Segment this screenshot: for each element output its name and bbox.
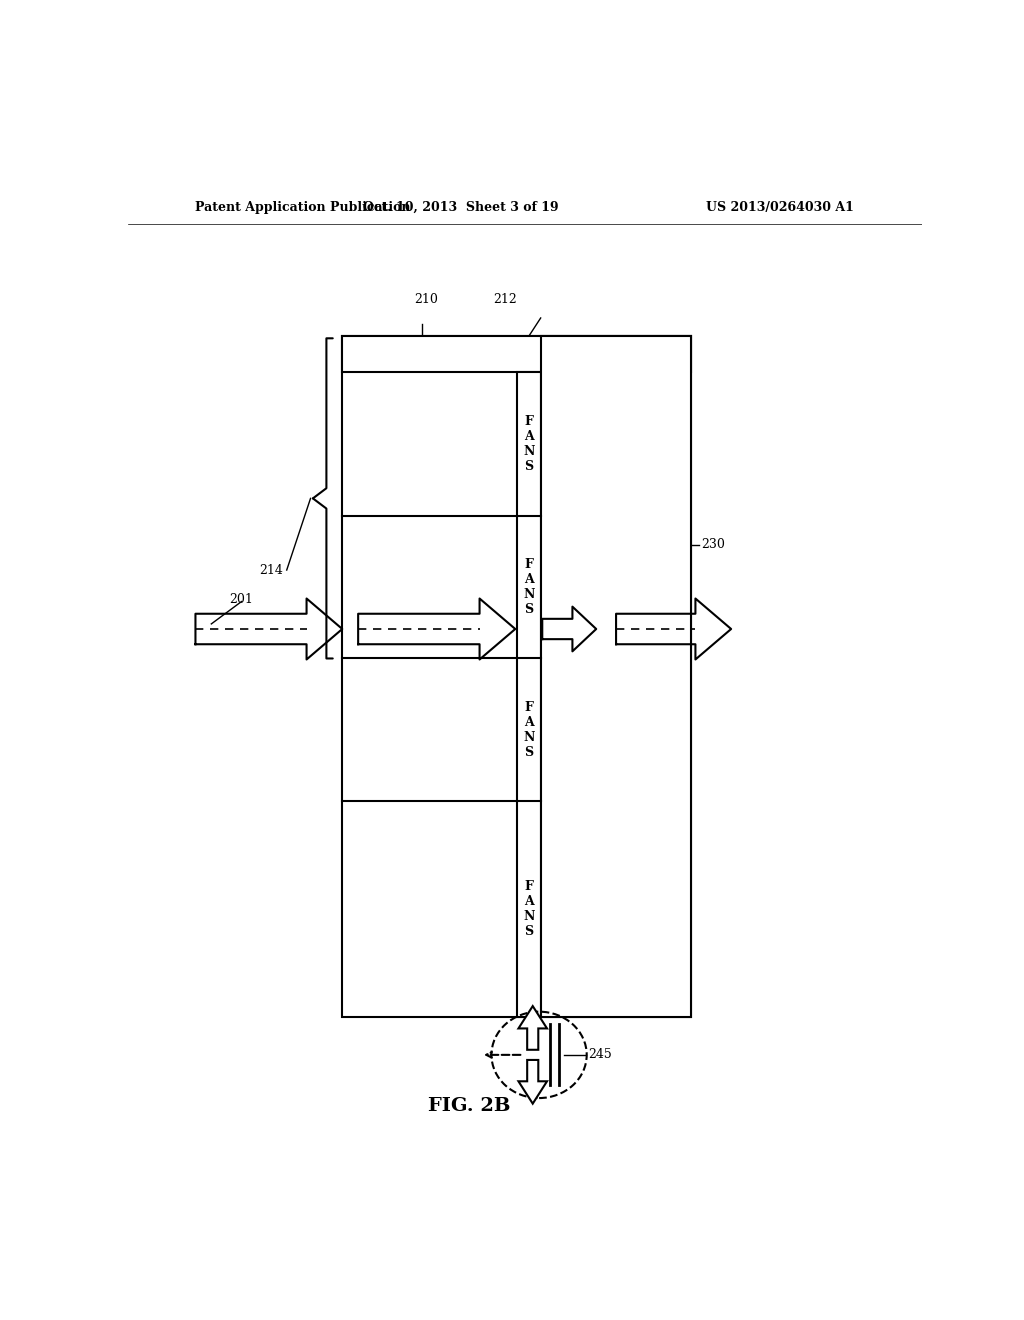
Polygon shape	[518, 1060, 547, 1104]
Bar	[517, 372, 541, 1018]
Bar	[541, 337, 691, 1018]
Text: US 2013/0264030 A1: US 2013/0264030 A1	[707, 201, 854, 214]
Text: 210: 210	[415, 293, 438, 306]
Text: F
A
N
S: F A N S	[523, 558, 535, 616]
Text: FIG. 2B: FIG. 2B	[428, 1097, 511, 1114]
Text: 245: 245	[588, 1048, 612, 1061]
Text: F
A
N
S: F A N S	[523, 414, 535, 473]
Text: 214: 214	[259, 564, 283, 577]
Text: 230: 230	[701, 539, 725, 552]
Text: F
A
N
S: F A N S	[523, 701, 535, 759]
Polygon shape	[518, 1006, 547, 1049]
Text: 212: 212	[494, 293, 517, 306]
Text: F
A
N
S: F A N S	[523, 879, 535, 937]
Text: 201: 201	[229, 594, 254, 606]
Bar	[342, 337, 691, 1018]
Bar	[342, 337, 691, 372]
Text: Patent Application Publication: Patent Application Publication	[196, 201, 411, 214]
Text: Oct. 10, 2013  Sheet 3 of 19: Oct. 10, 2013 Sheet 3 of 19	[364, 201, 559, 214]
